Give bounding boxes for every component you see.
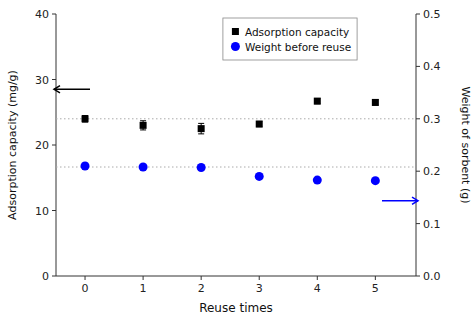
legend-label: Weight before reuse [245,41,351,53]
error-bar-cap [198,133,204,134]
y2-tick [416,118,420,119]
y-tick-label: 20 [35,139,49,152]
error-bar [256,121,262,126]
x-tick [259,276,260,280]
y2-tick [416,223,420,224]
y2-tick [416,14,420,15]
error-bar-cap [140,120,146,121]
point [372,99,379,106]
y2-axis-line [416,14,417,276]
x-tick-label: 0 [82,282,89,295]
point [81,161,90,170]
legend-box [223,18,357,60]
x-tick [317,276,318,280]
y-tick [52,14,56,15]
arrow-shaft [382,200,418,202]
x-tick [375,276,376,280]
y2-tick-label: 0.5 [423,8,441,21]
x-tick [201,276,202,280]
legend-marker [231,42,240,51]
plot-area [56,98,416,186]
arrow-shaft [54,89,90,91]
legend: Adsorption capacity Weight before reuse [223,18,357,60]
error-bar [314,98,320,103]
y-tick-label: 30 [35,74,49,87]
y2-tick [416,276,420,277]
point [255,172,264,181]
error-bar [372,100,378,105]
error-bar-cap [198,123,204,124]
reference-line [56,167,416,168]
x-tick [85,276,86,280]
point [139,163,148,172]
y2-tick [416,66,420,67]
arrow [54,86,90,93]
y2-axis-label: Weight of sorbent (g) [459,87,472,204]
arrow [382,197,418,204]
x-tick-label: 4 [314,282,321,295]
point [314,98,321,105]
y2-tick [416,171,420,172]
y2-tick-label: 0.2 [423,165,441,178]
legend-marker [232,28,239,35]
point [82,115,89,122]
x-axis-label: Reuse times [199,301,273,315]
y-tick-label: 40 [35,8,49,21]
point [313,176,322,185]
y-tick [52,210,56,211]
x-tick-label: 2 [198,282,205,295]
error-bar-cap [140,129,146,130]
reference-line [56,118,416,119]
error-bar [198,123,204,133]
y2-tick-label: 0.1 [423,218,441,231]
point [256,121,263,128]
y-tick-label: 10 [35,205,49,218]
arrow-head [412,197,418,204]
chart: 0 1 2 3 4 5 0 10 20 30 40 0.0 0.1 0.2 0.3 0.4 0.5 Reuse t… [0,0,474,320]
y2-tick-label: 0.3 [423,113,441,126]
y-tick [52,145,56,146]
x-tick [143,276,144,280]
y2-tick-label: 0.4 [423,60,441,73]
point [371,176,380,185]
x-tick-label: 3 [256,282,263,295]
y-tick-label: 0 [42,270,49,283]
y-tick [52,79,56,80]
arrow-head [54,86,60,93]
error-bar [140,121,146,130]
y-axis-label: Adsorption capacity (mg/g) [6,70,19,220]
legend-label: Adsorption capacity [245,26,349,38]
y2-tick-label: 0.0 [423,270,441,283]
point [198,125,205,132]
y-tick [52,276,56,277]
x-tick-label: 1 [140,282,147,295]
x-tick-label: 5 [372,282,379,295]
x-axis-line [56,276,416,277]
point [140,122,147,129]
error-bar [82,116,88,123]
point [197,163,206,172]
